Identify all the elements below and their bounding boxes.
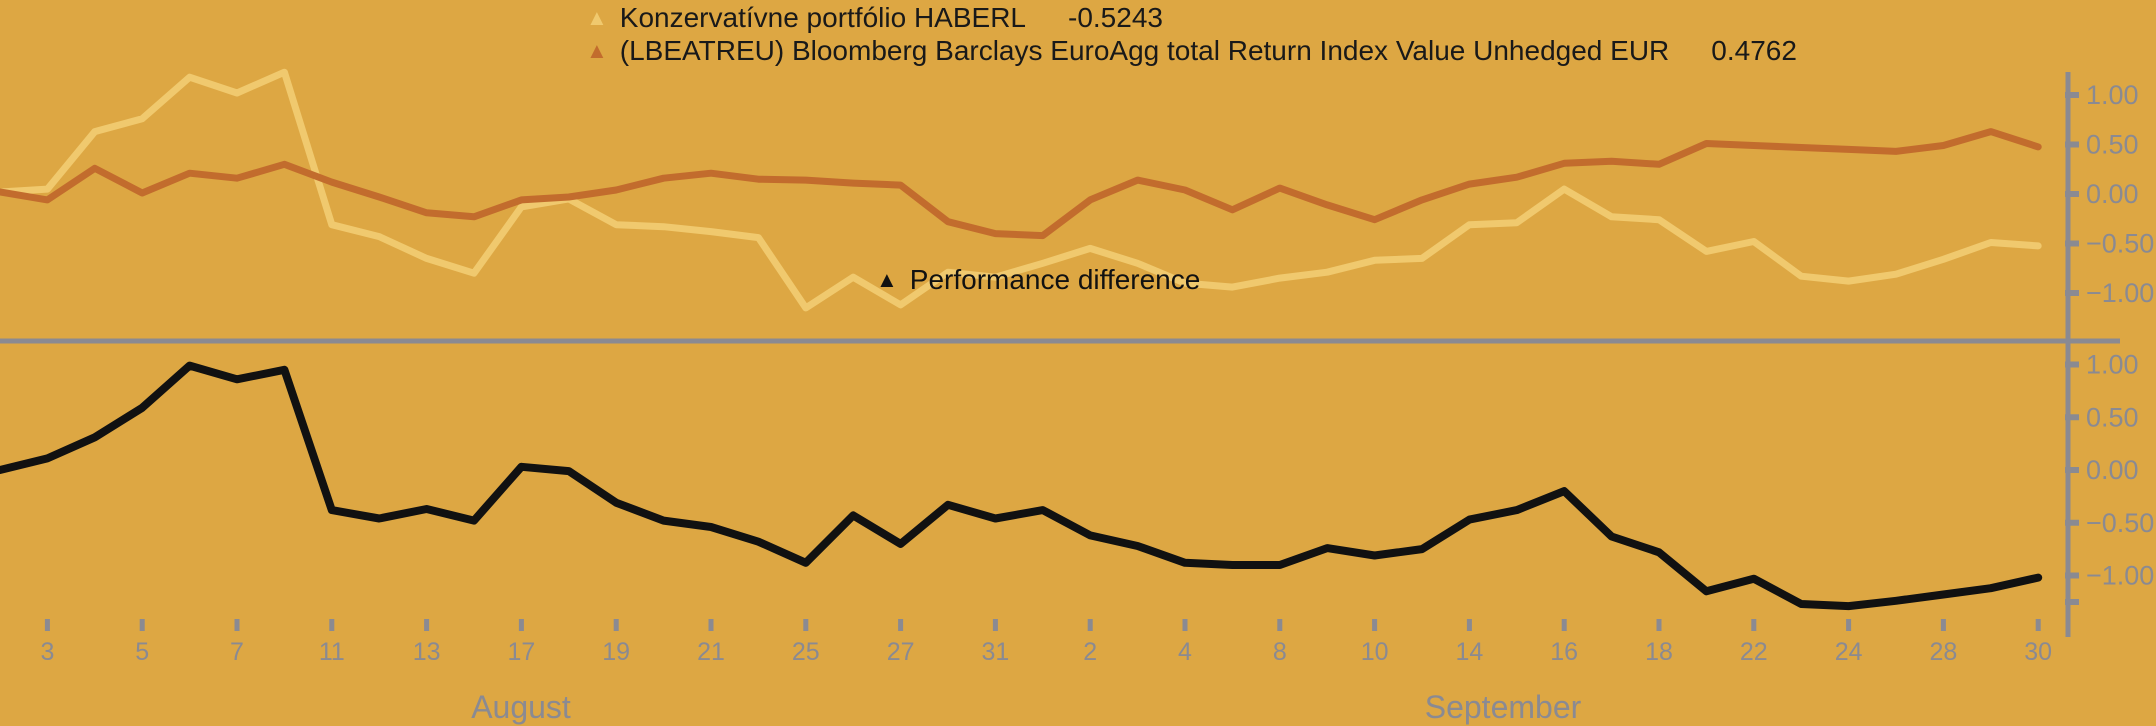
chart-legend: ▲ Konzervatívne portfólio HABERL -0.5243… xyxy=(586,2,1797,66)
legend-value: -0.5243 xyxy=(1068,1,1163,33)
y-tick-label: 0.50 xyxy=(2086,402,2139,432)
legend-item-performance-difference[interactable]: ▲ Performance difference xyxy=(876,264,1200,296)
triangle-up-icon: ▲ xyxy=(876,267,898,292)
legend-value: 0.4762 xyxy=(1711,34,1797,66)
y-axis-right: 1.00 0.50 0.00 −0.50 −1.00 1.00 0.50 0.00 −0.50 −… xyxy=(2065,72,2154,637)
month-label: September xyxy=(1425,689,1582,725)
x-tick-label: 18 xyxy=(1645,638,1673,666)
x-tick-label: 28 xyxy=(1929,638,1957,666)
x-tick-label: 11 xyxy=(319,638,345,666)
x-tick-label: 27 xyxy=(887,638,915,666)
series-line-konzervativne-portfolio xyxy=(0,68,2042,312)
x-tick-label: 10 xyxy=(1361,638,1389,666)
x-tick-label: 17 xyxy=(507,638,535,666)
x-tick-label: 25 xyxy=(792,638,820,666)
triangle-up-icon: ▲ xyxy=(586,37,608,63)
x-tick-label: 8 xyxy=(1273,638,1287,666)
x-tick-label: 2 xyxy=(1083,638,1097,666)
legend-item-konzervativne[interactable]: ▲ Konzervatívne portfólio HABERL -0.5243 xyxy=(586,2,1797,33)
x-tick-label: 16 xyxy=(1550,638,1578,666)
y-tick-label: 0.00 xyxy=(2086,455,2139,485)
x-tick-label: 14 xyxy=(1455,638,1483,666)
x-tick-label: 22 xyxy=(1740,638,1768,666)
legend-item-lbeatreu[interactable]: ▲ (LBEATREU) Bloomberg Barclays EuroAgg … xyxy=(586,35,1797,66)
y-tick-label: 0.00 xyxy=(2086,179,2139,209)
x-tick-label: 4 xyxy=(1178,638,1192,666)
y-tick-label: −0.50 xyxy=(2086,229,2154,259)
y-tick-label: −1.00 xyxy=(2086,561,2154,591)
x-tick-label: 24 xyxy=(1835,638,1863,666)
x-tick-label: 7 xyxy=(230,638,244,666)
series-line-performance-difference xyxy=(0,361,2043,611)
x-tick-label: 31 xyxy=(981,638,1009,666)
series-line-lbeatreu-index xyxy=(0,128,2042,240)
legend-label: Konzervatívne portfólio HABERL xyxy=(619,1,1026,33)
y-tick-label: 1.00 xyxy=(2086,350,2139,380)
y-tick-label: −1.00 xyxy=(2086,278,2154,308)
x-axis: 3 5 7 11 13 17 19 21 25 27 31 2 4 8 10 14 16 18 22 24 28 30Au… xyxy=(40,619,2052,725)
x-tick-label: 5 xyxy=(135,638,149,666)
x-tick-label: 30 xyxy=(2024,638,2052,666)
triangle-up-icon: ▲ xyxy=(586,4,608,30)
month-label: August xyxy=(471,689,571,725)
legend-label: Performance difference xyxy=(909,264,1201,295)
x-tick-label: 21 xyxy=(697,638,725,666)
y-tick-label: 0.50 xyxy=(2086,130,2139,160)
y-tick-label: −0.50 xyxy=(2086,508,2154,538)
x-tick-label: 19 xyxy=(602,638,630,666)
x-tick-label: 13 xyxy=(413,638,441,666)
y-tick-label: 1.00 xyxy=(2086,80,2139,110)
x-tick-label: 3 xyxy=(40,638,54,666)
legend-label: (LBEATREU) Bloomberg Barclays EuroAgg to… xyxy=(619,34,1670,66)
